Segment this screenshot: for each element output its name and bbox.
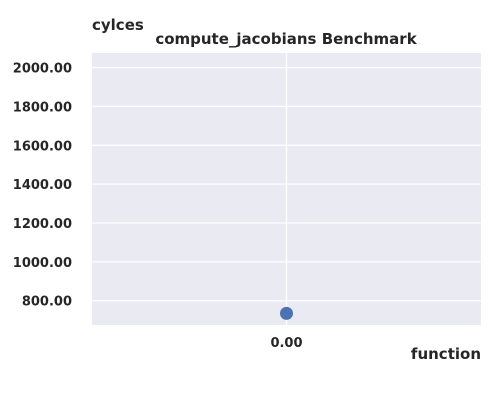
y-tick-label: 800.00 [22,295,72,310]
x-axis-label: function [411,345,481,363]
x-axis-ticks: 0.00 [270,336,302,351]
y-tick-label: 1600.00 [13,139,72,154]
y-axis-label: cylces [92,16,144,34]
x-tick-label: 0.00 [270,336,302,351]
y-tick-label: 1400.00 [13,178,72,193]
y-tick-label: 1000.00 [13,256,72,271]
data-points [280,306,293,320]
y-tick-label: 1800.00 [13,100,72,115]
y-tick-label: 1200.00 [13,217,72,232]
chart-title: compute_jacobians Benchmark [155,30,417,48]
grid [92,53,481,325]
y-tick-label: 2000.00 [13,62,72,77]
data-point [280,306,293,320]
y-axis-ticks: 800.00 1000.00 1200.00 1400.00 1600.00 1800.0… [13,62,72,310]
